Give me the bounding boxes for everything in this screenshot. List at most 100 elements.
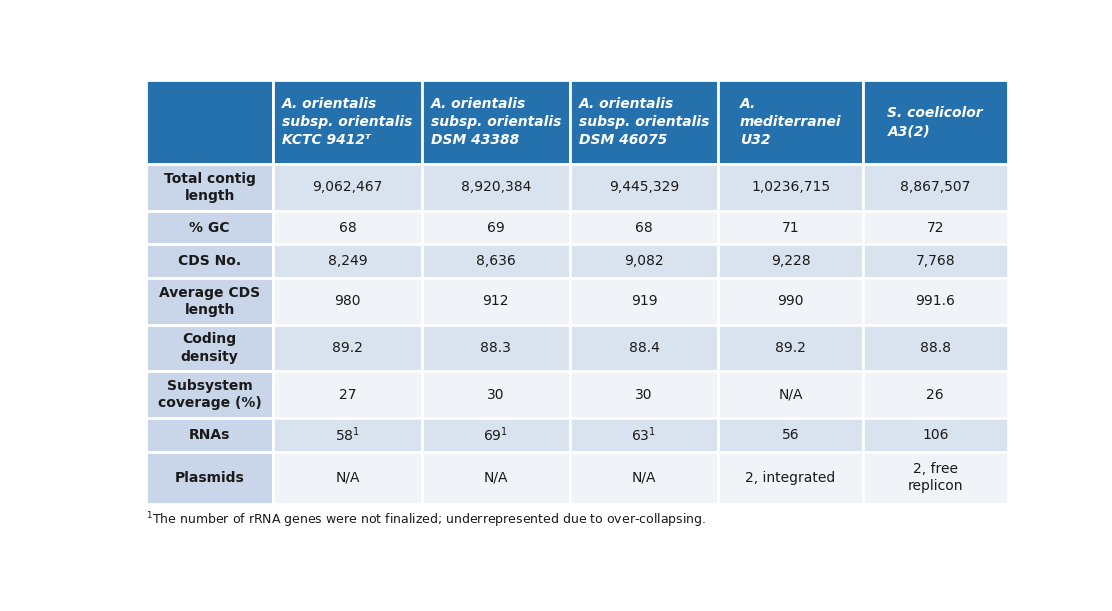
Text: Subsystem
coverage (%): Subsystem coverage (%): [158, 379, 261, 411]
FancyBboxPatch shape: [569, 244, 718, 278]
Text: A. orientalis
subsp. orientalis
KCTC 9412ᵀ: A. orientalis subsp. orientalis KCTC 941…: [282, 97, 413, 147]
Text: Plasmids: Plasmids: [175, 470, 245, 485]
Text: 9,062,467: 9,062,467: [312, 180, 383, 194]
Text: Average CDS
length: Average CDS length: [159, 286, 260, 317]
FancyBboxPatch shape: [569, 81, 718, 164]
FancyBboxPatch shape: [146, 452, 274, 504]
FancyBboxPatch shape: [421, 81, 569, 164]
FancyBboxPatch shape: [569, 452, 718, 504]
Text: RNAs: RNAs: [189, 428, 230, 442]
Text: A.
mediterranei
U32: A. mediterranei U32: [739, 97, 842, 147]
FancyBboxPatch shape: [274, 418, 421, 452]
FancyBboxPatch shape: [421, 418, 569, 452]
Text: 2, free
replicon: 2, free replicon: [907, 462, 963, 494]
Text: 88.4: 88.4: [628, 341, 659, 355]
Text: 89.2: 89.2: [775, 341, 806, 355]
Text: 30: 30: [487, 388, 505, 401]
FancyBboxPatch shape: [274, 164, 421, 211]
Text: % GC: % GC: [189, 221, 230, 235]
Text: 69: 69: [487, 221, 505, 235]
Text: 990: 990: [777, 295, 804, 309]
FancyBboxPatch shape: [146, 371, 274, 418]
FancyBboxPatch shape: [718, 371, 863, 418]
Text: 26: 26: [926, 388, 944, 401]
FancyBboxPatch shape: [718, 325, 863, 371]
Text: CDS No.: CDS No.: [178, 254, 241, 268]
FancyBboxPatch shape: [863, 452, 1007, 504]
Text: Total contig
length: Total contig length: [163, 172, 256, 203]
FancyBboxPatch shape: [863, 244, 1007, 278]
Text: 88.3: 88.3: [480, 341, 512, 355]
FancyBboxPatch shape: [274, 81, 421, 164]
FancyBboxPatch shape: [146, 81, 274, 164]
Text: 912: 912: [483, 295, 509, 309]
FancyBboxPatch shape: [274, 371, 421, 418]
Text: 63$^1$: 63$^1$: [632, 426, 656, 444]
Text: 980: 980: [335, 295, 360, 309]
FancyBboxPatch shape: [146, 278, 274, 325]
Text: 2, integrated: 2, integrated: [745, 470, 835, 485]
Text: 991.6: 991.6: [915, 295, 955, 309]
FancyBboxPatch shape: [569, 211, 718, 244]
Text: 89.2: 89.2: [332, 341, 363, 355]
FancyBboxPatch shape: [718, 452, 863, 504]
FancyBboxPatch shape: [274, 211, 421, 244]
Text: 71: 71: [782, 221, 800, 235]
Text: 30: 30: [635, 388, 653, 401]
FancyBboxPatch shape: [274, 325, 421, 371]
FancyBboxPatch shape: [274, 244, 421, 278]
FancyBboxPatch shape: [146, 244, 274, 278]
FancyBboxPatch shape: [569, 278, 718, 325]
Text: A. orientalis
subsp. orientalis
DSM 46075: A. orientalis subsp. orientalis DSM 4607…: [579, 97, 709, 147]
Text: 9,228: 9,228: [771, 254, 811, 268]
FancyBboxPatch shape: [421, 244, 569, 278]
FancyBboxPatch shape: [863, 81, 1007, 164]
FancyBboxPatch shape: [718, 81, 863, 164]
Text: 8,920,384: 8,920,384: [460, 180, 530, 194]
Text: S. coelicolor
A3(2): S. coelicolor A3(2): [887, 106, 983, 138]
FancyBboxPatch shape: [718, 418, 863, 452]
Text: 9,082: 9,082: [624, 254, 664, 268]
FancyBboxPatch shape: [146, 164, 274, 211]
FancyBboxPatch shape: [421, 211, 569, 244]
Text: $^1$The number of rRNA genes were not finalized; underrepresented due to over-co: $^1$The number of rRNA genes were not fi…: [146, 511, 706, 530]
FancyBboxPatch shape: [274, 278, 421, 325]
Text: 27: 27: [339, 388, 356, 401]
Text: N/A: N/A: [632, 470, 656, 485]
Text: 106: 106: [922, 428, 949, 442]
FancyBboxPatch shape: [718, 244, 863, 278]
FancyBboxPatch shape: [718, 278, 863, 325]
Text: 8,867,507: 8,867,507: [900, 180, 971, 194]
Text: 8,636: 8,636: [476, 254, 516, 268]
Text: 69$^1$: 69$^1$: [484, 426, 508, 444]
FancyBboxPatch shape: [421, 371, 569, 418]
FancyBboxPatch shape: [863, 325, 1007, 371]
FancyBboxPatch shape: [718, 164, 863, 211]
FancyBboxPatch shape: [569, 164, 718, 211]
FancyBboxPatch shape: [863, 211, 1007, 244]
FancyBboxPatch shape: [146, 211, 274, 244]
FancyBboxPatch shape: [863, 418, 1007, 452]
FancyBboxPatch shape: [569, 371, 718, 418]
Text: 919: 919: [631, 295, 657, 309]
FancyBboxPatch shape: [863, 278, 1007, 325]
FancyBboxPatch shape: [718, 211, 863, 244]
FancyBboxPatch shape: [274, 452, 421, 504]
FancyBboxPatch shape: [421, 278, 569, 325]
Text: 88.8: 88.8: [920, 341, 951, 355]
FancyBboxPatch shape: [421, 325, 569, 371]
Text: 58$^1$: 58$^1$: [335, 426, 360, 444]
Text: N/A: N/A: [484, 470, 508, 485]
Text: 7,768: 7,768: [915, 254, 955, 268]
Text: 9,445,329: 9,445,329: [609, 180, 679, 194]
Text: N/A: N/A: [778, 388, 803, 401]
FancyBboxPatch shape: [146, 325, 274, 371]
Text: 72: 72: [926, 221, 944, 235]
FancyBboxPatch shape: [863, 371, 1007, 418]
Text: 8,249: 8,249: [328, 254, 367, 268]
Text: Coding
density: Coding density: [181, 332, 239, 364]
FancyBboxPatch shape: [569, 325, 718, 371]
FancyBboxPatch shape: [421, 164, 569, 211]
FancyBboxPatch shape: [146, 418, 274, 452]
FancyBboxPatch shape: [863, 164, 1007, 211]
